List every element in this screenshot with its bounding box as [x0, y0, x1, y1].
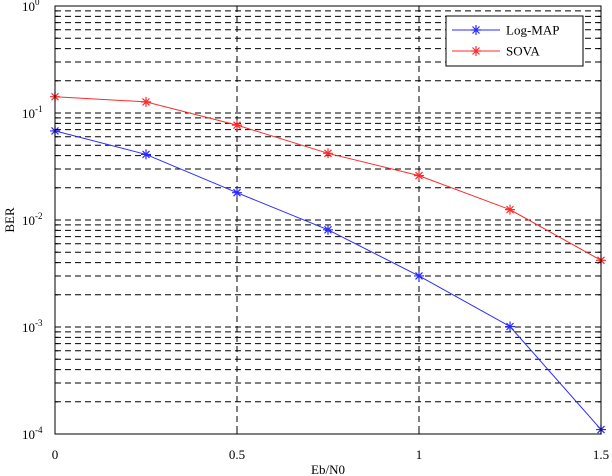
data-point: [141, 96, 151, 107]
x-tick-label: 1.5: [593, 447, 609, 462]
legend-marker: [471, 25, 481, 35]
data-point: [141, 149, 151, 160]
data-point: [414, 270, 424, 281]
y-axis-label: BER: [2, 207, 17, 233]
x-tick-label: 1: [416, 447, 423, 462]
legend-marker: [471, 46, 481, 56]
data-point: [232, 187, 242, 198]
x-tick-label: 0.5: [229, 447, 245, 462]
data-point: [505, 321, 515, 332]
legend: Log-MAP SOVA: [445, 15, 584, 67]
y-tick-label: 10-4: [22, 425, 43, 442]
tick-marks: [54, 5, 602, 435]
legend-label: Log-MAP: [506, 23, 559, 38]
series-line: [54, 130, 602, 430]
data-point: [323, 224, 333, 235]
data-point: [414, 170, 424, 181]
legend-box: [445, 15, 584, 67]
y-tick-label: 10-1: [22, 104, 43, 121]
data-point: [232, 120, 242, 131]
data-point: [505, 204, 515, 215]
legend-label: SOVA: [506, 44, 540, 59]
series-line: [54, 96, 602, 261]
y-tick-label: 100: [22, 0, 40, 14]
y-tick-label: 10-3: [22, 318, 43, 335]
x-axis-label: Eb/N0: [311, 462, 345, 476]
series-log-map: [50, 125, 606, 435]
y-tick-label: 10-2: [22, 211, 43, 228]
data-point: [323, 148, 333, 159]
grid-lines: [54, 5, 602, 435]
tick-labels: 0 0.5 1 1.5 10-4 10-3 10-2 10-1 100: [22, 0, 609, 462]
x-tick-label: 0: [52, 447, 59, 462]
